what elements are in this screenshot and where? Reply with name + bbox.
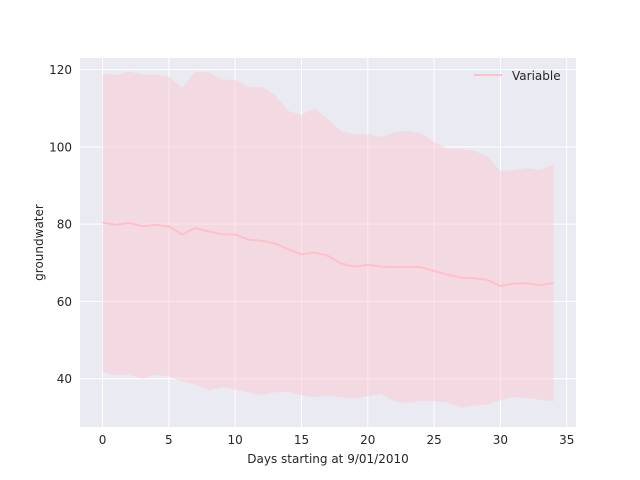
series-points [102,222,554,286]
y-tick-label-4: 120 [49,63,72,77]
y-tick-label-2: 80 [57,218,72,232]
y-tick-label-0: 40 [57,372,72,386]
x-tick-label-4: 20 [360,433,375,447]
x-tick-label-7: 35 [559,433,574,447]
x-tick-label-1: 5 [165,433,173,447]
y-tick-label-1: 60 [57,295,72,309]
x-tick-label-6: 30 [493,433,508,447]
grid-lines [80,58,576,427]
x-tick-label-3: 15 [294,433,309,447]
x-tick-label-2: 10 [228,433,243,447]
y-tick-label-3: 100 [49,140,72,154]
legend-label-variable: Variable [512,69,561,83]
plot-area [80,58,576,427]
x-tick-label-0: 0 [99,433,107,447]
x-tick-labels: 0 5 10 15 20 25 30 35 [99,433,575,447]
x-tick-label-5: 25 [426,433,441,447]
legend: Variable [474,69,561,83]
x-axis-label: Days starting at 9/01/2010 [247,452,408,466]
y-tick-labels: 40 60 80 100 120 [49,63,72,386]
y-axis-label: groundwater [32,204,46,281]
confidence-band [102,71,554,408]
